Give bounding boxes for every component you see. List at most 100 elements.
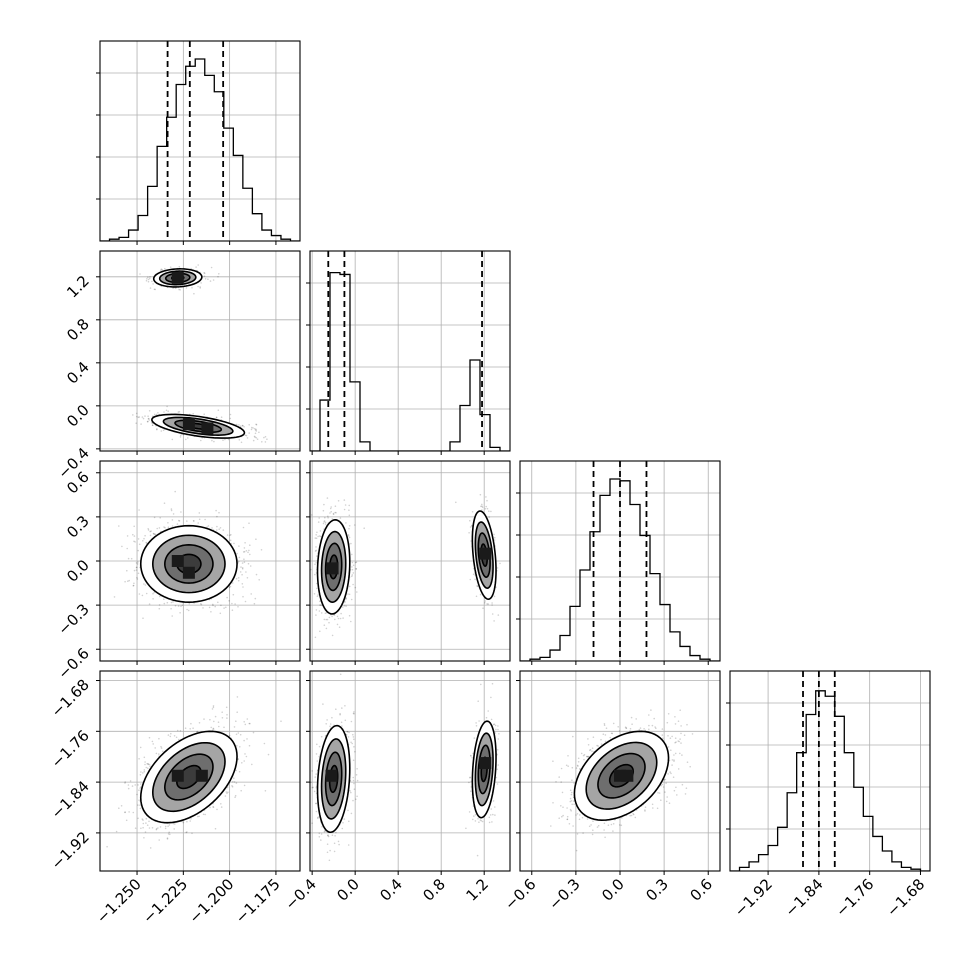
sample-point xyxy=(319,530,322,532)
sample-point xyxy=(140,423,142,425)
sample-point xyxy=(125,819,128,822)
sample-point xyxy=(234,794,237,797)
sample-point xyxy=(314,636,317,639)
sample-point xyxy=(243,721,245,723)
sample-point xyxy=(145,592,148,595)
sample-point xyxy=(179,612,181,614)
sample-point xyxy=(170,509,173,512)
sample-point xyxy=(148,410,151,412)
sample-point xyxy=(318,610,321,612)
sample-point xyxy=(315,546,317,548)
sample-point xyxy=(137,804,139,806)
density-peak xyxy=(171,769,184,782)
sample-point xyxy=(248,432,250,434)
sample-point xyxy=(168,824,171,826)
sample-point xyxy=(246,437,249,439)
sample-point xyxy=(216,515,218,518)
sample-point xyxy=(241,567,244,569)
sample-point xyxy=(185,438,187,441)
sample-point xyxy=(147,529,150,531)
sample-point xyxy=(351,575,353,578)
sample-point xyxy=(136,415,138,418)
sample-point xyxy=(240,441,243,444)
sample-point xyxy=(323,520,326,522)
sample-point xyxy=(221,717,224,719)
sample-point xyxy=(130,557,133,560)
sample-point xyxy=(217,601,219,604)
sample-point xyxy=(199,286,201,288)
sample-point xyxy=(126,547,128,550)
sample-point xyxy=(315,549,318,552)
sample-point xyxy=(244,600,247,603)
sample-point xyxy=(239,425,242,428)
sample-point xyxy=(151,280,153,283)
sample-point xyxy=(343,499,346,501)
sample-point xyxy=(354,586,357,589)
sample-point xyxy=(128,579,130,582)
sample-point xyxy=(200,603,202,605)
sample-point xyxy=(256,438,259,441)
sample-point xyxy=(331,615,333,618)
sample-point xyxy=(324,521,327,524)
sample-point xyxy=(167,825,169,827)
sample-point xyxy=(173,735,176,737)
sample-point xyxy=(134,827,137,829)
sample-point xyxy=(169,266,172,269)
sample-point xyxy=(171,615,173,617)
sample-point xyxy=(234,603,236,605)
sample-point xyxy=(233,726,236,728)
sample-point xyxy=(163,602,166,605)
sample-point xyxy=(154,533,157,536)
sample-point xyxy=(207,278,209,281)
sample-point xyxy=(203,718,205,720)
sample-point xyxy=(149,765,151,768)
density-peak xyxy=(171,271,184,284)
sample-point xyxy=(326,618,329,621)
sample-point xyxy=(220,803,222,805)
sample-point xyxy=(324,523,327,525)
sample-point xyxy=(217,275,219,278)
sample-point xyxy=(236,744,238,747)
sample-point xyxy=(141,594,144,597)
sample-point xyxy=(190,722,192,725)
sample-point xyxy=(166,838,169,840)
sample-point xyxy=(153,516,156,519)
panel-frame xyxy=(99,250,301,452)
sample-point xyxy=(347,593,349,595)
sample-point xyxy=(317,521,320,523)
sample-point xyxy=(161,268,163,271)
sample-point xyxy=(243,739,245,742)
sample-point xyxy=(148,820,150,823)
sample-point xyxy=(343,508,346,511)
sample-point xyxy=(226,534,229,536)
sample-point xyxy=(133,525,135,528)
sample-point xyxy=(244,723,247,726)
sample-point xyxy=(244,542,246,544)
sample-point xyxy=(146,420,149,423)
sample-point xyxy=(351,566,353,568)
sample-point xyxy=(316,595,319,598)
sample-point xyxy=(148,763,151,766)
sample-point xyxy=(137,784,139,786)
sample-point xyxy=(135,412,138,415)
sample-point xyxy=(149,534,152,537)
sample-point xyxy=(348,614,351,617)
sample-point xyxy=(225,606,227,609)
hist-panel-0 xyxy=(96,40,301,245)
sample-point xyxy=(138,758,140,760)
sample-point xyxy=(115,830,118,833)
sample-point xyxy=(347,535,350,537)
sample-point xyxy=(154,747,156,749)
sample-point xyxy=(139,804,141,806)
sample-point xyxy=(254,436,256,438)
sample-point xyxy=(140,771,142,773)
sample-point xyxy=(148,736,151,739)
sample-point xyxy=(149,287,152,289)
sample-point xyxy=(255,428,257,431)
sample-point xyxy=(253,602,256,605)
sample-point xyxy=(160,430,163,432)
density-peak xyxy=(182,566,195,579)
sample-point xyxy=(215,509,217,512)
sample-point xyxy=(145,541,147,544)
sample-point xyxy=(263,742,266,745)
